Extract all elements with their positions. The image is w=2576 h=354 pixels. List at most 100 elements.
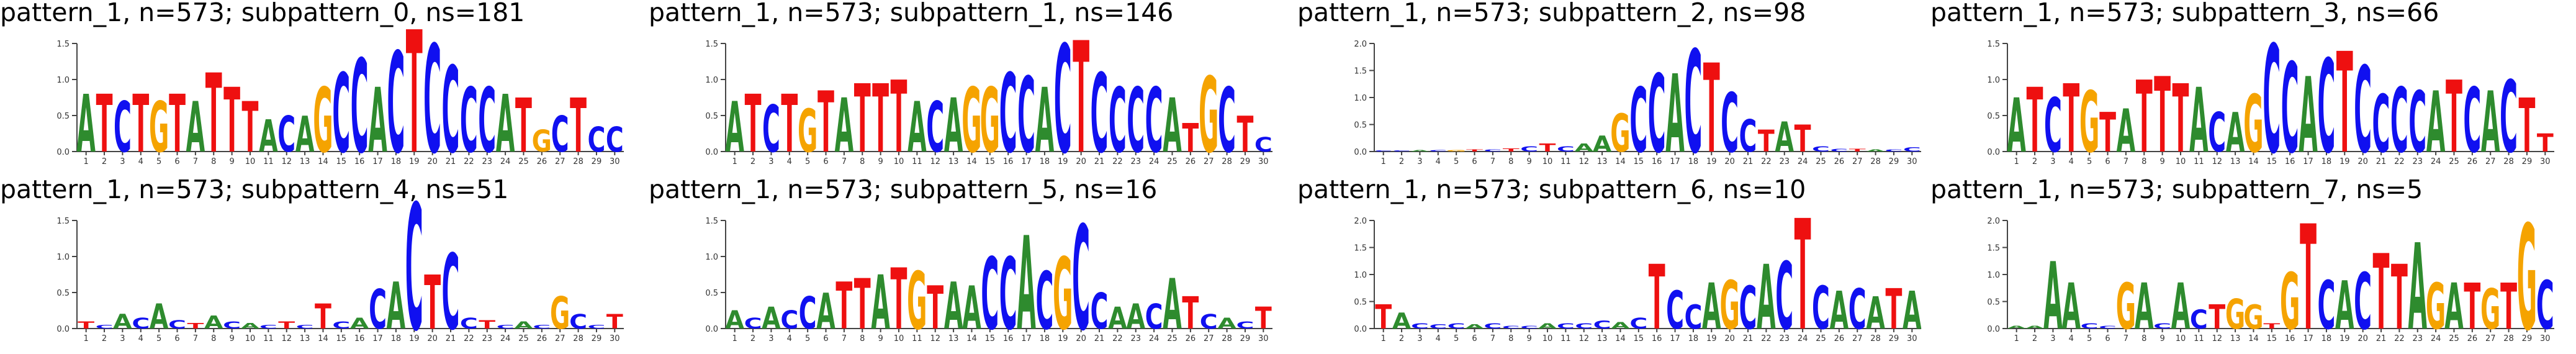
logo-letter: A (2117, 97, 2136, 166)
y-tick-label: 1.0 (1987, 76, 2000, 85)
logo-letter: T (2263, 322, 2280, 330)
x-tick-label: 28 (573, 157, 583, 166)
logo-letter: C (1684, 298, 1702, 337)
x-tick-label: 19 (2340, 157, 2350, 166)
x-tick-label: 16 (1003, 157, 1014, 166)
logo-plot: 0.00.51.01.51 2 3 4 5 6 7 8 9 10 11 12 13 14 15 16 17 18 1… (705, 9, 1272, 188)
x-tick-label: 19 (1706, 334, 1717, 343)
x-tick-label: 25 (2449, 157, 2459, 166)
x-tick-label: 3 (1417, 334, 1422, 343)
logo-letter: C (332, 50, 350, 177)
x-tick-label: 11 (1560, 157, 1571, 166)
x-tick-label: 6 (2105, 157, 2110, 166)
x-tick-label: 23 (482, 157, 492, 166)
x-tick-label: 21 (2376, 157, 2387, 166)
x-tick-label: 5 (156, 334, 161, 343)
x-tick-label: 19 (2340, 334, 2350, 343)
x-tick-label: 21 (1743, 334, 1754, 343)
x-tick-label: 25 (518, 157, 529, 166)
x-tick-label: 8 (1508, 334, 1513, 343)
logo-letter: C (1218, 70, 1236, 173)
x-tick-label: 16 (1652, 334, 1662, 343)
logo-letter: G (980, 70, 1000, 173)
logo-letter: A (1866, 149, 1885, 153)
logo-letter: C (1091, 50, 1109, 177)
x-tick-label: 17 (1021, 334, 1032, 343)
x-tick-label: 23 (1779, 334, 1790, 343)
logo-letter: C (1830, 148, 1848, 153)
x-tick-label: 1 (2014, 157, 2019, 166)
y-tick-label: 1.0 (1354, 94, 1367, 103)
x-tick-label: 4 (787, 157, 792, 166)
logo-letter: C (606, 120, 624, 160)
x-tick-label: 19 (409, 157, 420, 166)
x-tick-label: 2 (2032, 157, 2037, 166)
y-tick-label: 0.0 (705, 148, 718, 157)
logo-letter: A (368, 70, 387, 173)
x-tick-label: 20 (1724, 157, 1735, 166)
y-tick-label: 1.0 (56, 76, 70, 85)
x-tick-label: 15 (2267, 157, 2277, 166)
logo-panel: pattern_1, n=573; subpattern_0, ns=181 0… (0, 0, 644, 191)
x-tick-label: 1 (84, 334, 89, 343)
logo-letter: C (799, 287, 817, 339)
x-tick-label: 30 (1907, 157, 1917, 166)
logo-letter: C (2081, 322, 2099, 330)
x-tick-label: 3 (120, 157, 125, 166)
x-tick-label: 4 (2069, 334, 2074, 343)
y-tick-label: 2.0 (1354, 40, 1367, 49)
logo-letter: C (2536, 268, 2554, 345)
x-tick-label: 22 (2394, 334, 2405, 343)
logo-letter: A (2135, 271, 2154, 344)
x-tick-label: 12 (1578, 334, 1589, 343)
x-tick-label: 1 (732, 157, 737, 166)
logo-letter: C (926, 88, 944, 168)
logo-letter: C (296, 324, 314, 330)
x-tick-label: 14 (966, 157, 977, 166)
x-tick-label: 18 (1688, 334, 1699, 343)
x-tick-label: 18 (2322, 334, 2332, 343)
logo-letter: T (1375, 298, 1392, 337)
x-tick-label: 15 (1634, 334, 1644, 343)
x-tick-label: 28 (1870, 334, 1881, 343)
x-tick-label: 27 (1204, 157, 1214, 166)
logo-letter: C (1502, 325, 1520, 330)
x-tick-label: 9 (1526, 334, 1531, 343)
logo-letter: C (1127, 70, 1145, 173)
y-tick-label: 1.0 (705, 76, 718, 85)
x-tick-label: 10 (2176, 334, 2186, 343)
logo-letter: C (1812, 274, 1830, 343)
x-tick-label: 8 (860, 157, 865, 166)
logo-letter: A (1866, 287, 1885, 339)
x-tick-label: 7 (2123, 334, 2128, 343)
logo-letter: C (1739, 110, 1757, 162)
logo-letter: A (1465, 323, 1485, 330)
logo-letter: C (1629, 70, 1647, 173)
logo-letter: C (2190, 304, 2208, 335)
logo-letter: G (313, 70, 333, 173)
logo-letter: A (1702, 271, 1721, 344)
x-tick-label: 26 (537, 157, 547, 166)
logo-letter: C (1374, 150, 1392, 152)
logo-letter: T (2027, 70, 2043, 173)
x-tick-label: 23 (482, 334, 492, 343)
x-tick-label: 21 (1094, 334, 1105, 343)
logo-panel: pattern_1, n=573; subpattern_3, ns=66 0.… (1930, 0, 2574, 187)
logo-letter: C (259, 324, 277, 330)
logo-letter: G (2225, 291, 2245, 338)
x-tick-label: 13 (2230, 157, 2241, 166)
logo-letter: T (2063, 66, 2079, 175)
x-tick-label: 18 (391, 334, 402, 343)
logo-letter: A (2171, 271, 2191, 344)
logo-letter: C (999, 238, 1017, 353)
logo-letter: G (1610, 104, 1630, 164)
logo-letter: T (242, 88, 259, 168)
logo-letter: A (113, 311, 132, 334)
x-tick-label: 9 (229, 334, 234, 343)
x-tick-label: 17 (1670, 157, 1680, 166)
x-tick-label: 16 (2285, 157, 2295, 166)
logo-letter: T (854, 265, 871, 345)
logo-letter: C (1236, 320, 1254, 331)
x-tick-label: 15 (1634, 157, 1644, 166)
logo-letter: C (1393, 150, 1411, 152)
